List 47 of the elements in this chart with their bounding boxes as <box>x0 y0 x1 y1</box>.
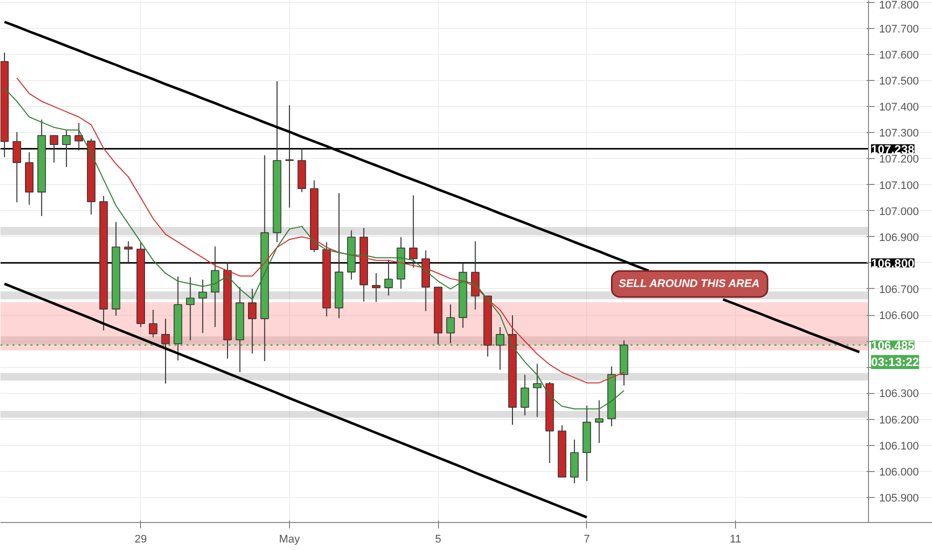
annotation: SELL AROUND THIS AREA <box>618 278 760 290</box>
x-tick-label: 11 <box>730 534 742 546</box>
y-tick-label: 107.300 <box>879 128 919 140</box>
candlestick <box>520 374 530 416</box>
y-tick-label: 105.900 <box>879 492 919 504</box>
candlestick <box>62 130 71 168</box>
y-tick-label: 106.700 <box>879 284 919 296</box>
y-tick-label: 106.300 <box>879 388 919 400</box>
candlestick <box>594 400 604 444</box>
candlestick <box>198 279 207 334</box>
candlestick <box>12 132 22 203</box>
candlestick <box>471 240 480 310</box>
y-tick-label: 107.400 <box>879 102 919 114</box>
candlestick <box>409 194 418 268</box>
text: 03:13:22 <box>871 355 920 370</box>
ref-line-label: 107.238 <box>871 142 915 156</box>
y-tick-label: 107.800 <box>879 0 919 12</box>
x-tick-label: 5 <box>435 534 442 546</box>
y-tick-label: 106.200 <box>879 414 919 426</box>
candlestick <box>74 122 84 151</box>
candlestick <box>124 240 133 263</box>
candlestick <box>384 259 393 296</box>
y-tick-label: 106.900 <box>879 232 919 244</box>
y-tick-label: 106.600 <box>879 310 919 322</box>
y-tick-label: 107.600 <box>879 49 919 62</box>
y-tick-label: 107.700 <box>879 23 919 36</box>
candlestick <box>50 134 58 164</box>
line-series <box>3 282 588 519</box>
candlestick <box>285 104 294 208</box>
y-tick-label: 107.000 <box>879 206 919 218</box>
candlestick <box>186 276 195 341</box>
candlestick <box>533 363 542 418</box>
candlestick <box>148 309 158 338</box>
ref-line-label: 106.485 <box>871 338 915 353</box>
ref-line-label: 106.800 <box>871 256 915 270</box>
y-tick-label: 107.500 <box>879 76 919 88</box>
x-tick-label: May <box>279 534 300 546</box>
x-tick-label: 7 <box>584 534 590 546</box>
y-tick-label: 106.000 <box>879 466 919 478</box>
y-tick-label: 106.100 <box>879 440 919 452</box>
x-tick-label: 29 <box>134 534 147 546</box>
y-tick-label: 107.200 <box>879 154 919 166</box>
candlestick <box>372 272 380 303</box>
candlestick <box>210 246 220 328</box>
candlestick <box>248 288 257 354</box>
y-tick-label: 107.100 <box>879 180 919 192</box>
candlestick <box>161 318 170 384</box>
